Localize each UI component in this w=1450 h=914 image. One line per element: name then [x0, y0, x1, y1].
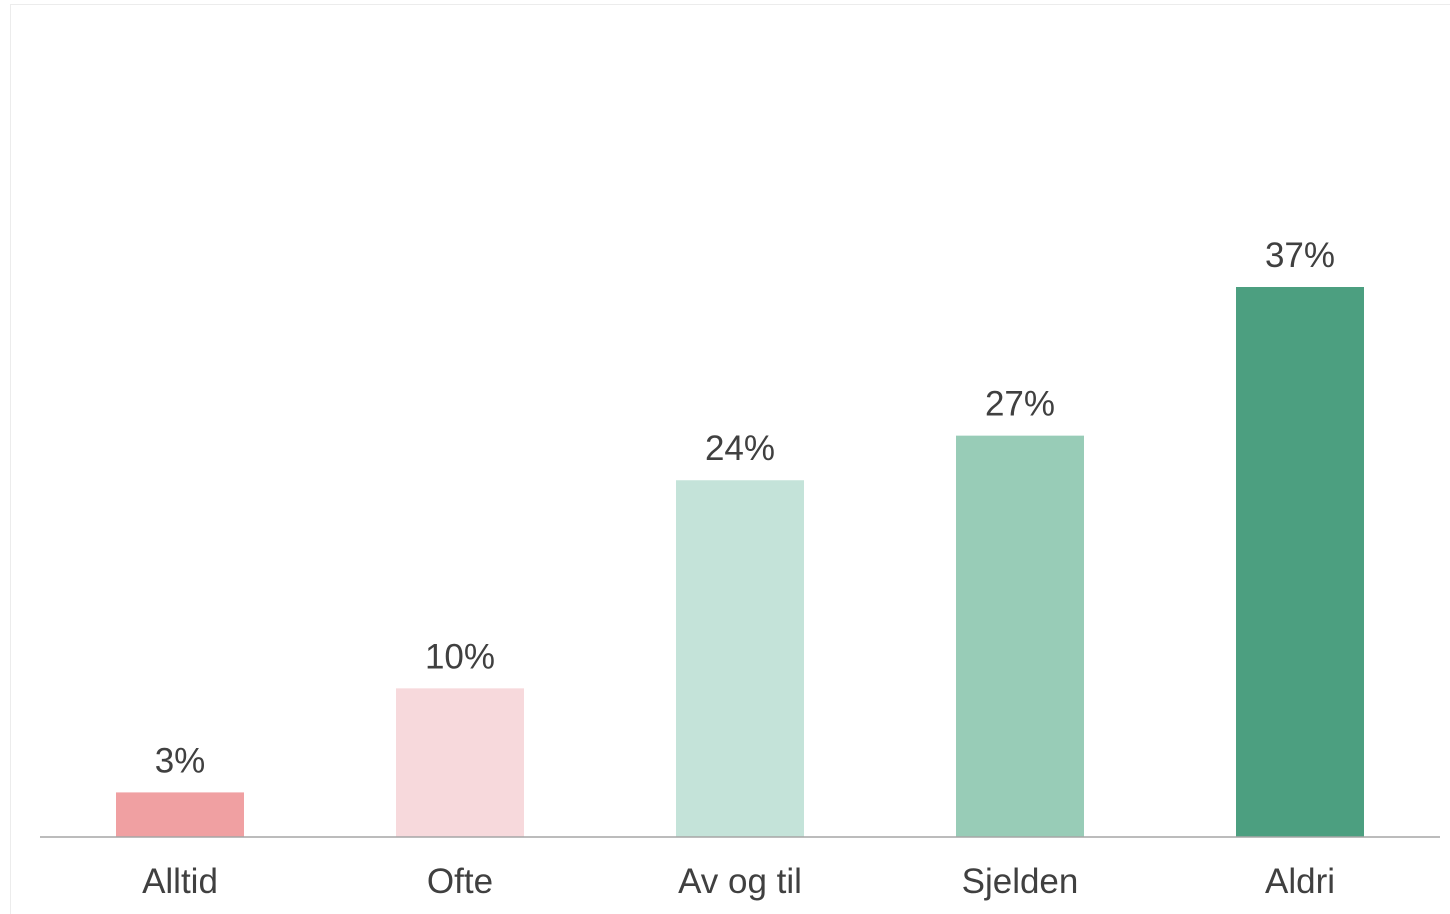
category-label-aldri: Aldri	[1265, 862, 1335, 901]
category-label-av-og-til: Av og til	[678, 862, 802, 901]
data-label-alltid: 3%	[155, 741, 206, 780]
category-label-alltid: Alltid	[142, 862, 218, 901]
value-labels-group: 3% 10% 24% 27% 37%	[155, 236, 1335, 780]
data-label-aldri: 37%	[1265, 236, 1335, 275]
chart-frame	[10, 4, 1450, 914]
data-label-av-og-til: 24%	[705, 429, 775, 468]
bar-ofte	[396, 688, 524, 837]
data-label-sjelden: 27%	[985, 385, 1055, 424]
data-label-ofte: 10%	[425, 637, 495, 676]
bar-aldri	[1236, 287, 1364, 837]
bars-group	[116, 287, 1364, 837]
category-label-ofte: Ofte	[427, 862, 493, 901]
category-labels-group: Alltid Ofte Av og til Sjelden Aldri	[142, 862, 1335, 901]
category-label-sjelden: Sjelden	[962, 862, 1079, 901]
bar-av-og-til	[676, 480, 804, 837]
bar-alltid	[116, 792, 244, 837]
bar-sjelden	[956, 435, 1084, 837]
